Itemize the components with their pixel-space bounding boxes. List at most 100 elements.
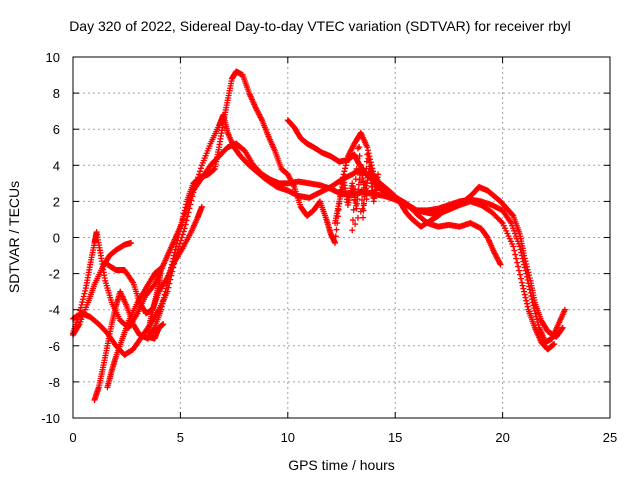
data-point bbox=[358, 188, 365, 195]
data-point bbox=[372, 187, 379, 194]
y-tick-label: 2 bbox=[53, 194, 60, 209]
data-point bbox=[349, 217, 356, 224]
series-track-5 bbox=[70, 239, 134, 338]
data-point bbox=[178, 219, 185, 226]
series-track-6 bbox=[104, 203, 205, 317]
data-point bbox=[517, 275, 524, 282]
data-point bbox=[332, 239, 339, 246]
data-point bbox=[160, 294, 167, 301]
data-point bbox=[354, 214, 361, 221]
y-tick-label: -8 bbox=[48, 375, 60, 390]
data-point bbox=[179, 216, 186, 223]
data-point bbox=[526, 272, 533, 279]
data-point bbox=[523, 260, 530, 267]
data-point bbox=[355, 135, 362, 142]
data-point bbox=[81, 290, 88, 297]
x-tick-label: 15 bbox=[388, 430, 402, 445]
data-point bbox=[532, 310, 539, 317]
data-point bbox=[366, 159, 373, 166]
data-point bbox=[160, 321, 167, 328]
data-point bbox=[359, 214, 366, 221]
y-tick-label: 4 bbox=[53, 158, 60, 173]
data-point bbox=[173, 240, 180, 247]
data-point bbox=[510, 243, 517, 250]
data-point bbox=[180, 210, 187, 217]
data-point bbox=[361, 193, 368, 200]
data-point bbox=[160, 297, 167, 304]
data-point bbox=[352, 221, 359, 228]
data-point bbox=[174, 237, 181, 244]
data-point bbox=[172, 246, 179, 253]
data-point bbox=[175, 231, 182, 238]
data-point bbox=[163, 285, 170, 292]
data-point bbox=[365, 150, 372, 157]
data-point bbox=[367, 163, 374, 170]
y-tick-label: -4 bbox=[48, 303, 60, 318]
data-point bbox=[526, 275, 533, 282]
axis-ticks: 0 5 10 15 20 25 -10 -8 -6 -4 -2 0 2 4 6 8 10 bbox=[41, 50, 617, 445]
data-point bbox=[559, 324, 566, 331]
data-point bbox=[363, 165, 370, 172]
data-point bbox=[362, 172, 369, 179]
data-point bbox=[370, 179, 377, 186]
x-tick-label: 10 bbox=[281, 430, 295, 445]
data-point bbox=[127, 239, 134, 246]
data-point bbox=[189, 193, 196, 200]
data-point bbox=[521, 288, 528, 295]
data-point bbox=[533, 316, 540, 323]
data-point bbox=[77, 304, 84, 311]
data-point bbox=[342, 162, 349, 169]
data-point bbox=[514, 259, 521, 266]
y-tick-label: 6 bbox=[53, 122, 60, 137]
data-point bbox=[561, 306, 568, 313]
data-point bbox=[185, 209, 192, 216]
data-point bbox=[361, 186, 368, 193]
x-tick-label: 25 bbox=[603, 430, 617, 445]
data-point bbox=[352, 176, 359, 183]
data-point bbox=[551, 340, 558, 347]
data-point bbox=[357, 161, 364, 168]
data-point bbox=[356, 144, 363, 151]
data-point bbox=[360, 207, 367, 214]
data-point bbox=[520, 285, 527, 292]
data-point bbox=[375, 171, 382, 178]
chart-title: Day 320 of 2022, Sidereal Day-to-day VTE… bbox=[69, 18, 571, 34]
data-point bbox=[82, 287, 89, 294]
y-tick-label: 10 bbox=[46, 50, 60, 65]
data-point bbox=[522, 258, 529, 265]
data-point bbox=[350, 206, 357, 213]
data-point bbox=[516, 267, 523, 274]
data-point bbox=[522, 294, 529, 301]
data-point bbox=[359, 196, 366, 203]
data-point bbox=[364, 147, 371, 154]
data-point bbox=[196, 168, 203, 175]
data-point bbox=[171, 249, 178, 256]
data-point bbox=[357, 170, 364, 177]
data-point bbox=[182, 221, 189, 228]
data-point bbox=[177, 225, 184, 232]
data-point bbox=[360, 200, 367, 207]
data-point bbox=[364, 151, 371, 158]
data-point bbox=[75, 322, 82, 329]
x-tick-label: 20 bbox=[495, 430, 509, 445]
y-tick-label: 8 bbox=[53, 86, 60, 101]
data-point bbox=[78, 301, 85, 308]
data-point bbox=[521, 252, 528, 259]
data-point bbox=[497, 261, 504, 268]
data-point bbox=[333, 226, 340, 233]
x-tick-label: 0 bbox=[69, 430, 76, 445]
data-point bbox=[366, 189, 373, 196]
data-point bbox=[521, 255, 528, 262]
data-point bbox=[332, 233, 339, 240]
data-point bbox=[498, 218, 505, 225]
data-point bbox=[351, 196, 358, 203]
data-point bbox=[175, 234, 182, 241]
x-axis-label: GPS time / hours bbox=[288, 457, 395, 473]
data-point bbox=[182, 204, 189, 211]
data-point bbox=[80, 296, 87, 303]
grid bbox=[73, 57, 610, 418]
data-point bbox=[524, 303, 531, 310]
series-track-7 bbox=[284, 117, 566, 340]
data-point bbox=[158, 303, 165, 310]
data-point bbox=[521, 291, 528, 298]
